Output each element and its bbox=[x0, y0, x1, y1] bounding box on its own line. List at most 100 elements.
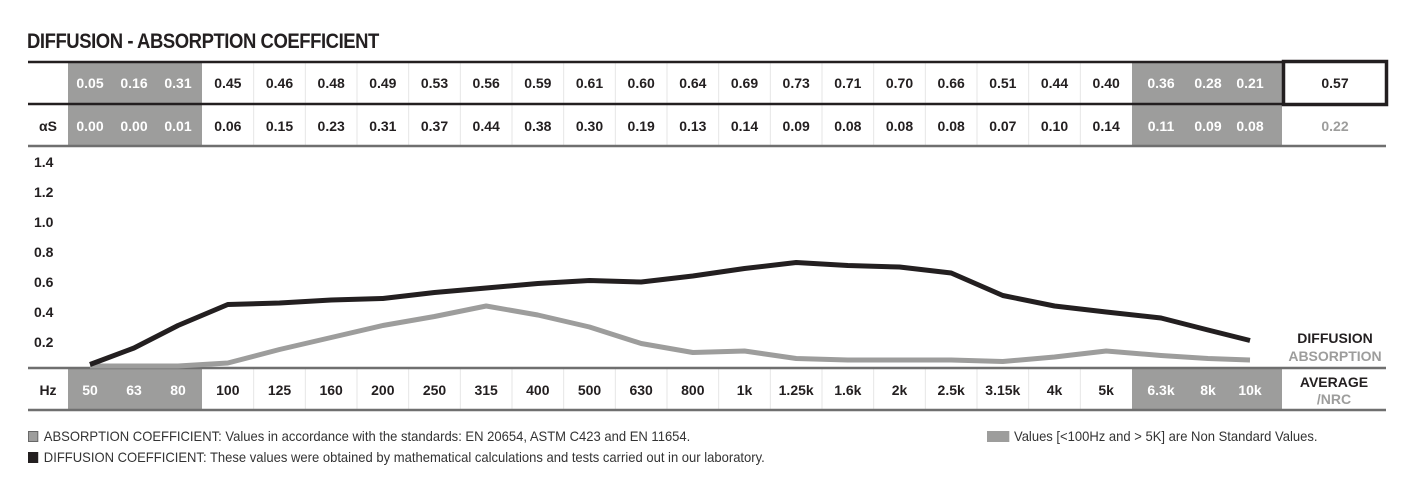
y-tick-label: 0.6 bbox=[34, 274, 54, 290]
absorption-value: 0.00 bbox=[120, 118, 147, 134]
x-tick-label: 250 bbox=[423, 382, 447, 398]
absorption-value: 0.00 bbox=[76, 118, 103, 134]
absorption-value: 0.08 bbox=[886, 118, 913, 134]
absorption-square-icon bbox=[28, 431, 39, 442]
non-standard-band bbox=[68, 368, 202, 410]
absorption-value: 0.11 bbox=[1148, 118, 1175, 134]
non-standard-band bbox=[1132, 368, 1282, 410]
diffusion-line bbox=[89, 260, 1251, 367]
diffusion-value: 0.59 bbox=[524, 75, 551, 91]
absorption-value: 0.07 bbox=[989, 118, 1016, 134]
diffusion-value: 0.31 bbox=[164, 75, 191, 91]
diffusion-value: 0.40 bbox=[1093, 75, 1120, 91]
x-tick-label: 5k bbox=[1098, 382, 1114, 398]
x-tick-label: 80 bbox=[170, 382, 186, 398]
page-title: DIFFUSION - ABSORPTION COEFFICIENT bbox=[27, 30, 379, 53]
series-lines bbox=[89, 260, 1251, 369]
x-tick-label: 160 bbox=[319, 382, 343, 398]
x-tick-label: 6.3k bbox=[1147, 382, 1174, 398]
absorption-value: 0.37 bbox=[421, 118, 448, 134]
diffusion-square-icon bbox=[28, 452, 39, 463]
x-tick-label: 8k bbox=[1200, 382, 1216, 398]
chart-legend: DIFFUSION ABSORPTION bbox=[1288, 330, 1381, 364]
x-tick-label: 1.6k bbox=[834, 382, 861, 398]
x-tick-label: 2k bbox=[892, 382, 908, 398]
x-tick-label: 400 bbox=[526, 382, 550, 398]
diffusion-value: 0.05 bbox=[76, 75, 103, 91]
absorption-line bbox=[90, 303, 1251, 369]
x-tick-label: 800 bbox=[681, 382, 705, 398]
diffusion-value: 0.49 bbox=[369, 75, 396, 91]
absorption-value: 0.01 bbox=[164, 118, 191, 134]
diffusion-row: 0.05 0.16 0.31 0.45 0.46 0.48 0.49 0.53 0.56 0.59… bbox=[76, 75, 1348, 91]
diffusion-value: 0.56 bbox=[473, 75, 500, 91]
diffusion-value: 0.70 bbox=[886, 75, 913, 91]
frequency-row: Hz 50 63 80 100 125 160 200 250 315 400 500 630 800 1k… bbox=[39, 374, 1368, 407]
y-axis-ticks: 1.4 1.2 1.0 0.8 0.6 0.4 0.2 bbox=[34, 154, 54, 350]
absorption-value: 0.30 bbox=[576, 118, 603, 134]
legend-diffusion: DIFFUSION bbox=[1297, 330, 1372, 346]
x-tick-label: 630 bbox=[629, 382, 653, 398]
x-tick-label: 315 bbox=[474, 382, 498, 398]
absorption-value: 0.08 bbox=[1236, 118, 1263, 134]
table-rules bbox=[28, 59, 1389, 412]
absorption-row-label: αS bbox=[39, 118, 57, 134]
diffusion-value: 0.66 bbox=[938, 75, 965, 91]
absorption-row: 0.00 0.00 0.01 0.06 0.15 0.23 0.31 0.37 0.44 0.38… bbox=[39, 118, 1349, 134]
x-axis-label: Hz bbox=[39, 382, 56, 398]
absorption-value: 0.31 bbox=[369, 118, 396, 134]
diffusion-value: 0.61 bbox=[576, 75, 603, 91]
absorption-value: 0.08 bbox=[938, 118, 965, 134]
non-standard-swatch-icon bbox=[987, 431, 1010, 442]
absorption-value: 0.14 bbox=[731, 118, 758, 134]
y-tick-label: 0.8 bbox=[34, 244, 54, 260]
x-tick-label: 4k bbox=[1047, 382, 1063, 398]
x-tick-label: 2.5k bbox=[938, 382, 965, 398]
absorption-value: 0.19 bbox=[628, 118, 655, 134]
diffusion-value: 0.60 bbox=[628, 75, 655, 91]
x-tick-label: 50 bbox=[82, 382, 98, 398]
absorption-value: 0.15 bbox=[266, 118, 293, 134]
diffusion-value: 0.53 bbox=[421, 75, 448, 91]
x-tick-label: 100 bbox=[216, 382, 240, 398]
footnote-diffusion-text: DIFFUSION COEFFICIENT: These values were… bbox=[43, 449, 765, 465]
x-tick-label: 10k bbox=[1238, 382, 1262, 398]
y-tick-label: 1.2 bbox=[34, 184, 54, 200]
absorption-average: 0.22 bbox=[1321, 118, 1348, 134]
diffusion-value: 0.36 bbox=[1147, 75, 1174, 91]
absorption-value: 0.23 bbox=[318, 118, 345, 134]
absorption-value: 0.10 bbox=[1041, 118, 1068, 134]
y-tick-label: 0.2 bbox=[34, 334, 54, 350]
x-tick-label: 1k bbox=[737, 382, 753, 398]
diffusion-value: 0.48 bbox=[318, 75, 345, 91]
absorption-value: 0.08 bbox=[834, 118, 861, 134]
x-tick-label: 63 bbox=[126, 382, 142, 398]
absorption-value: 0.14 bbox=[1093, 118, 1120, 134]
diffusion-value: 0.73 bbox=[783, 75, 810, 91]
diffusion-value: 0.44 bbox=[1041, 75, 1068, 91]
x-tick-label: 500 bbox=[578, 382, 602, 398]
x-tick-label: 3.15k bbox=[985, 382, 1020, 398]
diffusion-value: 0.28 bbox=[1194, 75, 1221, 91]
diffusion-value: 0.64 bbox=[679, 75, 706, 91]
footnote-diffusion: DIFFUSION COEFFICIENT: These values were… bbox=[28, 449, 765, 465]
absorption-value: 0.09 bbox=[783, 118, 810, 134]
diffusion-value: 0.21 bbox=[1236, 75, 1263, 91]
footnote-absorption-text: ABSORPTION COEFFICIENT: Values in accord… bbox=[43, 428, 691, 444]
diffusion-average: 0.57 bbox=[1321, 75, 1348, 91]
nrc-subheader: /NRC bbox=[1317, 391, 1351, 407]
diffusion-value: 0.45 bbox=[214, 75, 241, 91]
absorption-value: 0.38 bbox=[524, 118, 551, 134]
average-box bbox=[1281, 59, 1389, 107]
y-tick-label: 1.0 bbox=[34, 214, 54, 230]
absorption-value: 0.13 bbox=[679, 118, 706, 134]
absorption-value: 0.06 bbox=[214, 118, 241, 134]
diffusion-value: 0.71 bbox=[834, 75, 861, 91]
x-tick-label: 1.25k bbox=[779, 382, 814, 398]
diffusion-value: 0.69 bbox=[731, 75, 758, 91]
diffusion-value: 0.46 bbox=[266, 75, 293, 91]
legend-absorption: ABSORPTION bbox=[1288, 348, 1381, 364]
footnote-absorption: ABSORPTION COEFFICIENT: Values in accord… bbox=[28, 428, 690, 444]
y-tick-label: 1.4 bbox=[34, 154, 54, 170]
